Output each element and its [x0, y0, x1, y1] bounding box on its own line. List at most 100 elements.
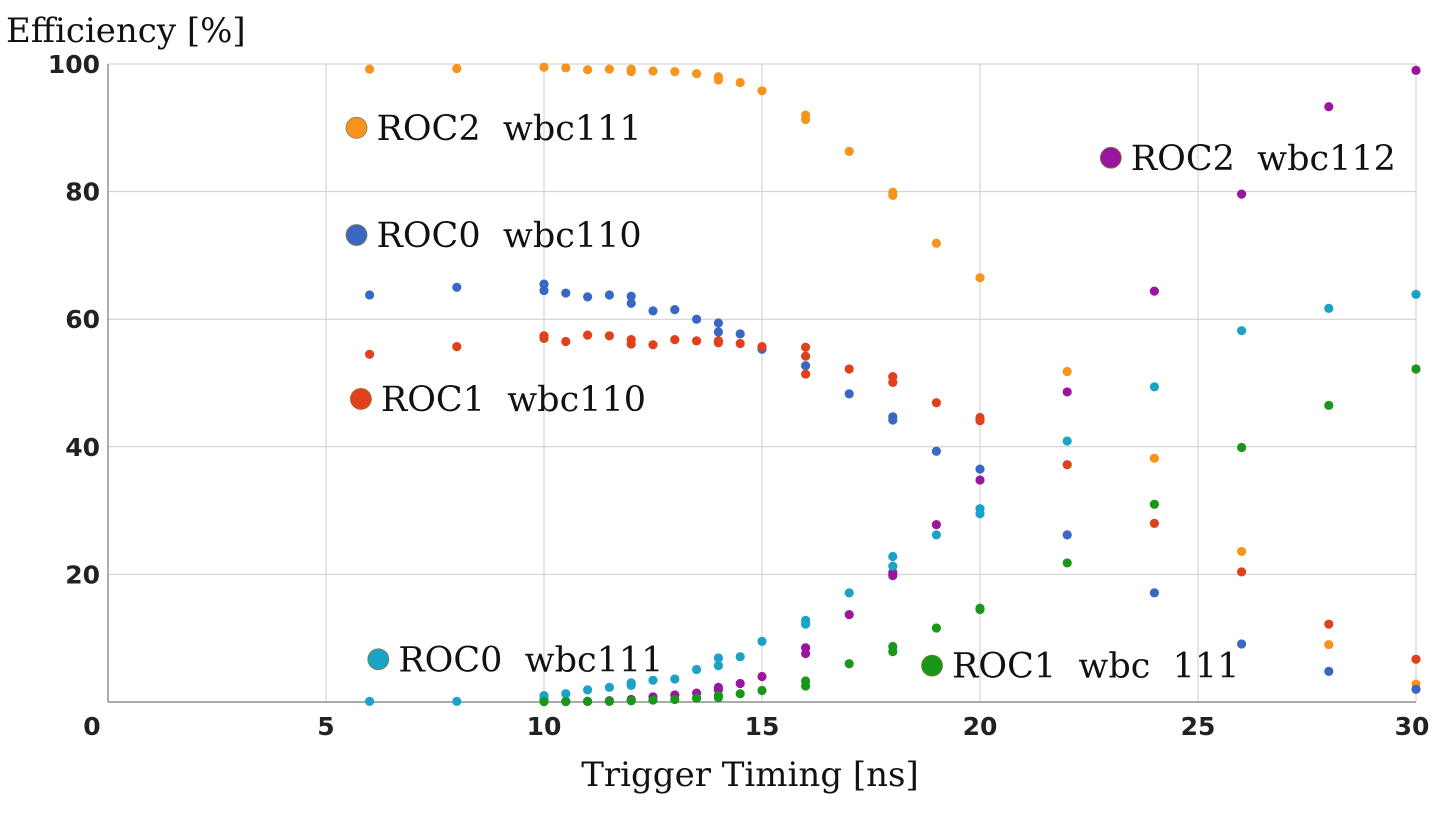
- data-point: [1149, 499, 1159, 509]
- data-point: [583, 292, 593, 302]
- data-point: [561, 63, 571, 73]
- y-tick-label: 100: [48, 50, 100, 79]
- data-point: [801, 361, 811, 371]
- data-point: [1237, 567, 1247, 577]
- data-point: [975, 273, 985, 283]
- data-point: [604, 331, 615, 341]
- data-point: [539, 333, 549, 343]
- legend-marker: [1099, 146, 1122, 169]
- data-point: [626, 696, 636, 706]
- data-point: [713, 661, 724, 671]
- data-point: [1149, 588, 1159, 598]
- data-point: [604, 64, 615, 74]
- legend-label: ROC0 wbc110: [377, 216, 642, 256]
- data-point: [1324, 619, 1334, 629]
- data-point: [735, 338, 745, 349]
- data-point: [692, 68, 702, 79]
- data-point: [1411, 654, 1421, 664]
- data-point: [626, 291, 636, 301]
- data-point: [735, 652, 745, 662]
- data-point: [844, 588, 854, 598]
- data-point: [735, 329, 745, 339]
- data-point: [561, 697, 571, 707]
- data-point: [692, 314, 702, 324]
- data-point: [365, 696, 375, 706]
- data-point: [1062, 558, 1072, 568]
- legend-label: ROC2 wbc112: [1131, 139, 1396, 179]
- data-point: [452, 342, 462, 352]
- data-point: [539, 279, 549, 289]
- data-point: [452, 282, 462, 292]
- legend-marker: [921, 654, 943, 677]
- data-point: [888, 561, 898, 571]
- data-point: [604, 290, 615, 300]
- data-point: [713, 75, 724, 85]
- x-tick-label: 30: [1395, 712, 1430, 741]
- data-point: [801, 676, 811, 686]
- data-point: [735, 678, 745, 689]
- data-point: [583, 696, 593, 706]
- data-point: [1411, 364, 1421, 374]
- grid-lines: [108, 63, 1417, 702]
- x-tick-label: 15: [745, 712, 780, 741]
- data-point: [561, 336, 571, 347]
- data-point: [801, 643, 811, 653]
- data-point: [648, 306, 658, 316]
- axes: [107, 64, 1416, 703]
- data-point: [888, 551, 898, 562]
- data-point: [1411, 289, 1421, 299]
- data-point: [931, 446, 942, 456]
- data-point: [1411, 65, 1421, 75]
- data-point: [626, 678, 636, 688]
- data-point: [888, 415, 898, 425]
- data-point: [583, 65, 593, 75]
- data-point: [1237, 442, 1247, 453]
- data-point: [626, 298, 636, 308]
- data-point: [931, 520, 942, 530]
- data-point: [801, 369, 811, 379]
- data-point: [604, 682, 615, 692]
- legend-label: ROC1 wbc110: [381, 380, 646, 420]
- data-point: [844, 389, 854, 399]
- data-point: [670, 67, 680, 77]
- data-point: [713, 682, 724, 692]
- legend-marker: [349, 388, 372, 410]
- legend-label: ROC2 wbc111: [377, 109, 642, 149]
- data-point: [561, 689, 571, 699]
- data-point: [975, 416, 985, 426]
- data-point: [1324, 102, 1334, 112]
- data-point: [452, 696, 462, 706]
- data-point: [670, 674, 680, 684]
- data-point: [844, 659, 854, 669]
- data-points: [365, 62, 1421, 707]
- data-point: [1149, 286, 1159, 296]
- data-point: [757, 86, 767, 96]
- data-point: [692, 693, 702, 703]
- data-point: [670, 335, 680, 345]
- data-point: [757, 342, 767, 352]
- data-point: [931, 623, 942, 633]
- data-point: [648, 66, 658, 76]
- data-point: [626, 339, 636, 349]
- data-point: [757, 636, 767, 646]
- data-point: [692, 336, 702, 346]
- data-point: [365, 290, 375, 300]
- data-point: [1062, 460, 1072, 470]
- data-point: [1237, 189, 1247, 199]
- data-point: [757, 685, 767, 696]
- data-point: [801, 342, 811, 352]
- data-point: [888, 190, 898, 201]
- data-point: [975, 603, 985, 613]
- data-point: [365, 64, 375, 74]
- data-point: [1149, 518, 1159, 528]
- data-point: [975, 464, 985, 474]
- series-annotations: ROC2 wbc111 ROC0 wbc110 ROC1 wbc110 ROC2 wb…: [345, 109, 1396, 687]
- data-point: [1324, 400, 1334, 410]
- data-point: [365, 349, 375, 359]
- data-point: [931, 398, 942, 408]
- data-point: [1062, 366, 1072, 377]
- data-point: [604, 696, 615, 706]
- data-point: [1062, 387, 1072, 397]
- data-point: [1237, 326, 1247, 336]
